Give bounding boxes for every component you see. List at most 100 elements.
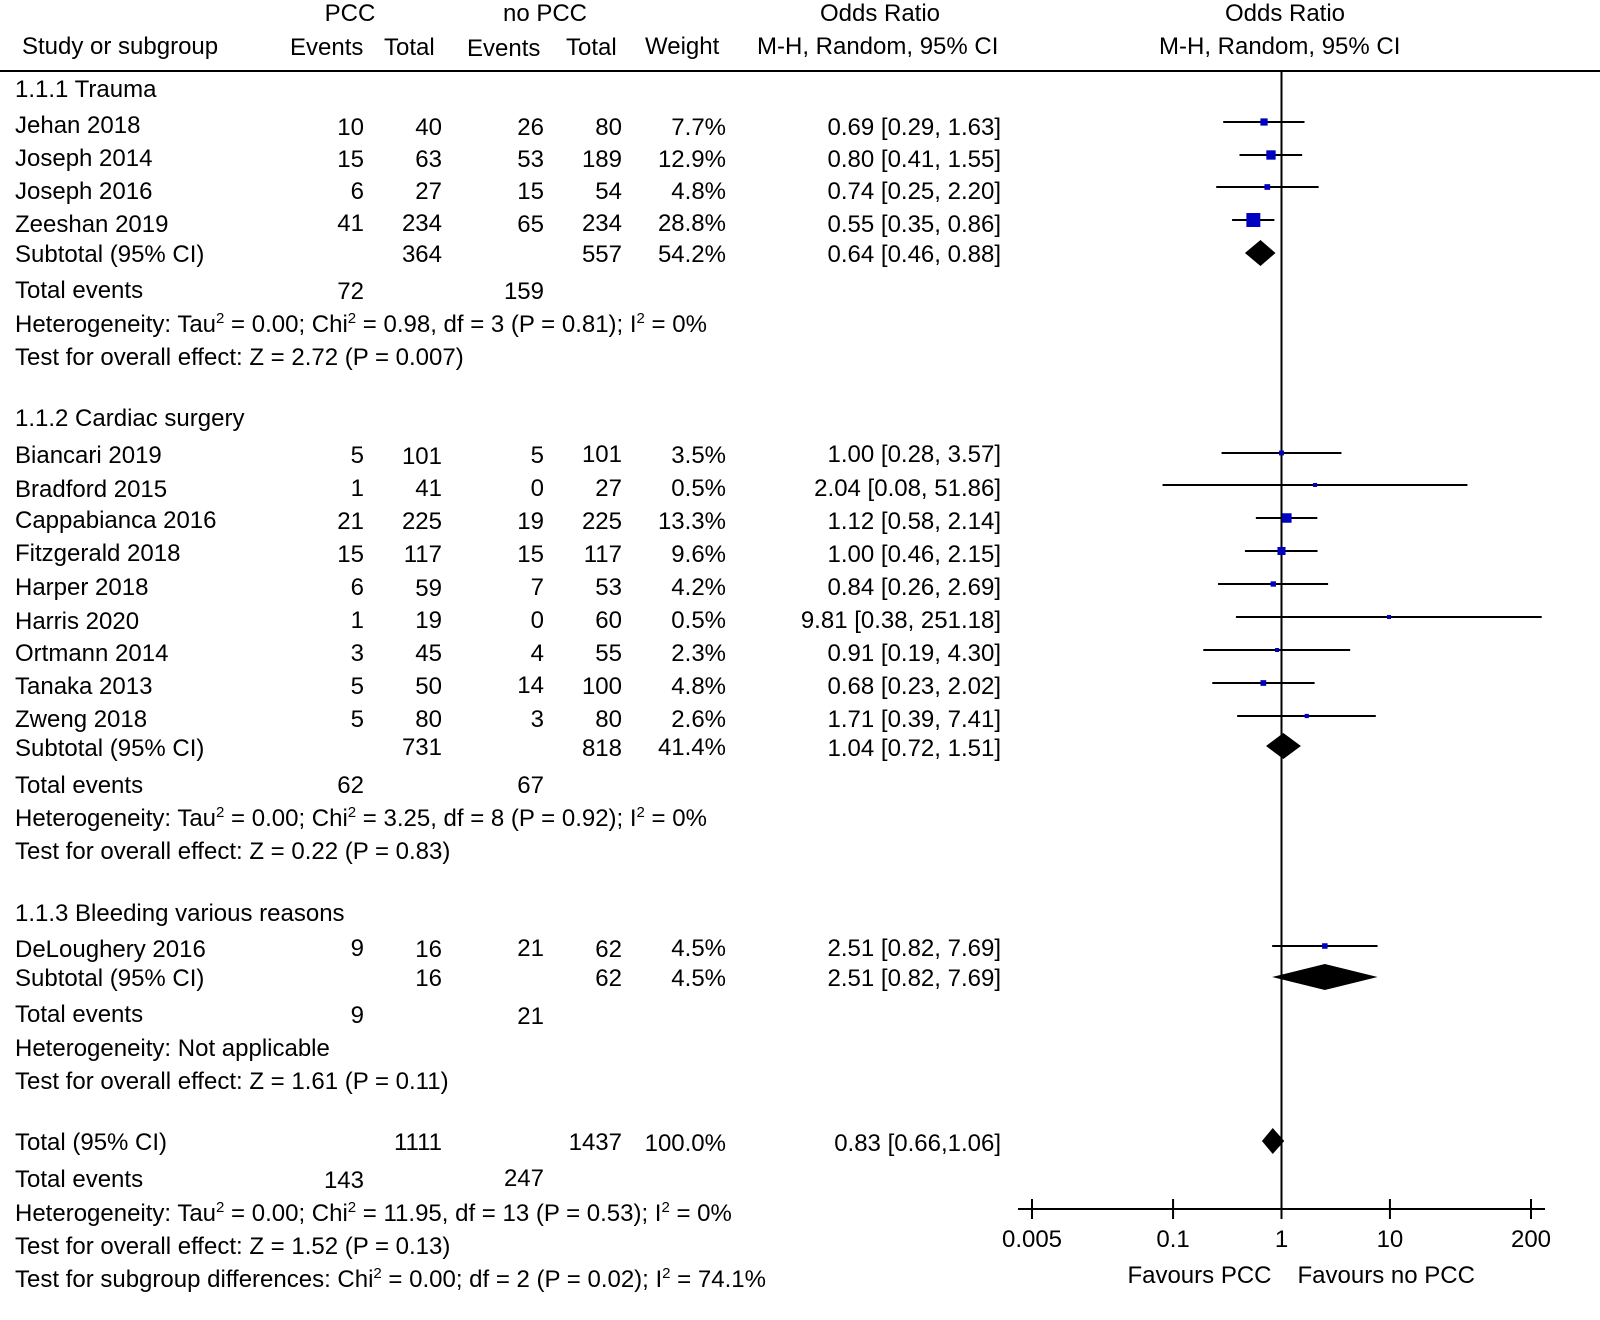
total-events-label: Total events xyxy=(15,1001,144,1028)
study-name: Harper 2018 xyxy=(15,574,149,601)
effect-square xyxy=(1277,546,1286,556)
pcc-total: 45 xyxy=(415,640,442,667)
pcc-events: 15 xyxy=(337,541,364,568)
group-title: 1.1.2 Cardiac surgery xyxy=(15,405,245,432)
or-header: Odds Ratio xyxy=(819,0,941,27)
pcc-events: 72 xyxy=(337,278,364,305)
weight-value: 4.5% xyxy=(671,965,726,992)
study-name: Zeeshan 2019 xyxy=(15,211,169,238)
total-events-label: Total events xyxy=(15,1166,144,1193)
group-title: 1.1.3 Bleeding various reasons xyxy=(15,900,345,927)
study-name: DeLoughery 2016 xyxy=(15,936,206,963)
pcc-total: 101 xyxy=(401,443,442,470)
or-value: 0.83 [0.66,1.06] xyxy=(834,1130,1001,1157)
pcc-events: 15 xyxy=(337,146,364,173)
total-events-label: Total events xyxy=(15,772,144,799)
or-value: 1.12 [0.58, 2.14] xyxy=(827,508,1001,535)
pcc-total: 234 xyxy=(401,210,442,237)
nopcc-total: 80 xyxy=(595,706,622,733)
pcc-total-header: Total xyxy=(384,34,435,61)
nopcc-total: 54 xyxy=(595,178,622,205)
study-name: Zweng 2018 xyxy=(15,706,148,733)
or-value: 2.51 [0.82, 7.69] xyxy=(827,965,1001,992)
pcc-total: 731 xyxy=(401,734,442,761)
effect-square xyxy=(1264,184,1271,190)
effect-square xyxy=(1260,118,1268,126)
weight-value: 0.5% xyxy=(671,607,726,634)
nopcc-total: 1437 xyxy=(568,1129,622,1156)
or-value: 0.55 [0.35, 0.86] xyxy=(827,211,1001,238)
weight-value: 13.3% xyxy=(657,508,726,535)
weight-value: 54.2% xyxy=(657,241,726,268)
weight-value: 28.8% xyxy=(657,210,726,237)
weight-value: 2.6% xyxy=(671,706,726,733)
x-tick-label: 10 xyxy=(1377,1226,1404,1253)
plot-method-header: M-H, Random, 95% CI xyxy=(1159,33,1401,60)
effect-square xyxy=(1387,615,1392,619)
pcc-events: 21 xyxy=(337,508,364,535)
weight-value: 4.8% xyxy=(671,178,726,205)
pcc-total: 41 xyxy=(415,475,442,502)
heterogeneity-text: Heterogeneity: Tau2 = 0.00; Chi2 = 0.98,… xyxy=(15,310,707,338)
effect-square xyxy=(1246,213,1261,227)
weight-value: 9.6% xyxy=(671,541,726,568)
effect-square xyxy=(1260,680,1267,686)
pcc-total: 59 xyxy=(415,575,442,602)
effect-square xyxy=(1279,450,1284,456)
study-name: Joseph 2014 xyxy=(15,145,153,172)
overall-effect-text: Test for overall effect: Z = 2.72 (P = 0… xyxy=(15,344,464,371)
pcc-total: 117 xyxy=(403,541,442,568)
effect-square xyxy=(1304,713,1309,719)
group-title: 1.1.1 Trauma xyxy=(15,76,157,103)
weight-value: 0.5% xyxy=(671,475,726,502)
or-value: 1.00 [0.46, 2.15] xyxy=(827,541,1001,568)
nopcc-events: 247 xyxy=(503,1165,544,1192)
weight-value: 4.8% xyxy=(671,673,726,700)
pcc-events: 9 xyxy=(350,935,364,962)
pcc-total: 50 xyxy=(415,673,442,700)
or-value: 0.69 [0.29, 1.63] xyxy=(827,114,1001,141)
nopcc-total-header: Total xyxy=(566,34,617,61)
subgroup-differences-text: Test for subgroup differences: Chi2 = 0.… xyxy=(15,1265,766,1293)
pcc-events: 5 xyxy=(350,442,364,469)
weight-value: 3.5% xyxy=(671,442,726,469)
or-value: 0.68 [0.23, 2.02] xyxy=(827,673,1001,700)
pcc-total: 364 xyxy=(401,241,442,268)
nopcc-events: 159 xyxy=(503,278,544,305)
or-value: 2.51 [0.82, 7.69] xyxy=(827,935,1001,962)
plot-or-header: Odds Ratio xyxy=(1224,0,1346,27)
effect-square xyxy=(1322,943,1328,949)
or-value: 0.80 [0.41, 1.55] xyxy=(827,146,1001,173)
x-tick-label: 0.005 xyxy=(1002,1226,1062,1253)
favours-left-label: Favours PCC xyxy=(1127,1262,1271,1289)
weight-value: 4.2% xyxy=(671,574,726,601)
pcc-events: 5 xyxy=(350,673,364,700)
study-name: Cappabianca 2016 xyxy=(15,507,217,534)
pcc-events: 143 xyxy=(323,1167,364,1194)
pcc-events: 10 xyxy=(337,114,364,141)
study-name: Tanaka 2013 xyxy=(15,673,153,700)
study-name: Biancari 2019 xyxy=(15,442,162,469)
nopcc-events: 19 xyxy=(517,508,544,535)
pcc-events: 5 xyxy=(350,706,364,733)
nopcc-events: 4 xyxy=(530,640,544,667)
pcc-total: 1111 xyxy=(393,1129,442,1156)
nopcc-total: 60 xyxy=(595,607,622,634)
effect-square xyxy=(1282,513,1292,523)
weight-header: Weight xyxy=(645,33,720,60)
overall-effect-text: Test for overall effect: Z = 1.61 (P = 0… xyxy=(15,1068,449,1095)
or-value: 0.84 [0.26, 2.69] xyxy=(827,574,1001,601)
heterogeneity-text: Heterogeneity: Tau2 = 0.00; Chi2 = 3.25,… xyxy=(15,804,707,832)
nopcc-events: 5 xyxy=(530,442,544,469)
nopcc-total: 80 xyxy=(595,114,622,141)
pcc-events: 1 xyxy=(350,475,364,502)
no-pcc-group-header: no PCC xyxy=(502,0,588,27)
nopcc-total: 55 xyxy=(595,640,622,667)
or-method-header: M-H, Random, 95% CI xyxy=(757,33,999,60)
pcc-events: 6 xyxy=(350,574,364,601)
nopcc-total: 117 xyxy=(583,541,622,568)
nopcc-total: 818 xyxy=(581,735,622,762)
nopcc-events: 21 xyxy=(517,1003,544,1030)
nopcc-events: 67 xyxy=(517,772,544,799)
nopcc-total: 27 xyxy=(595,475,622,502)
